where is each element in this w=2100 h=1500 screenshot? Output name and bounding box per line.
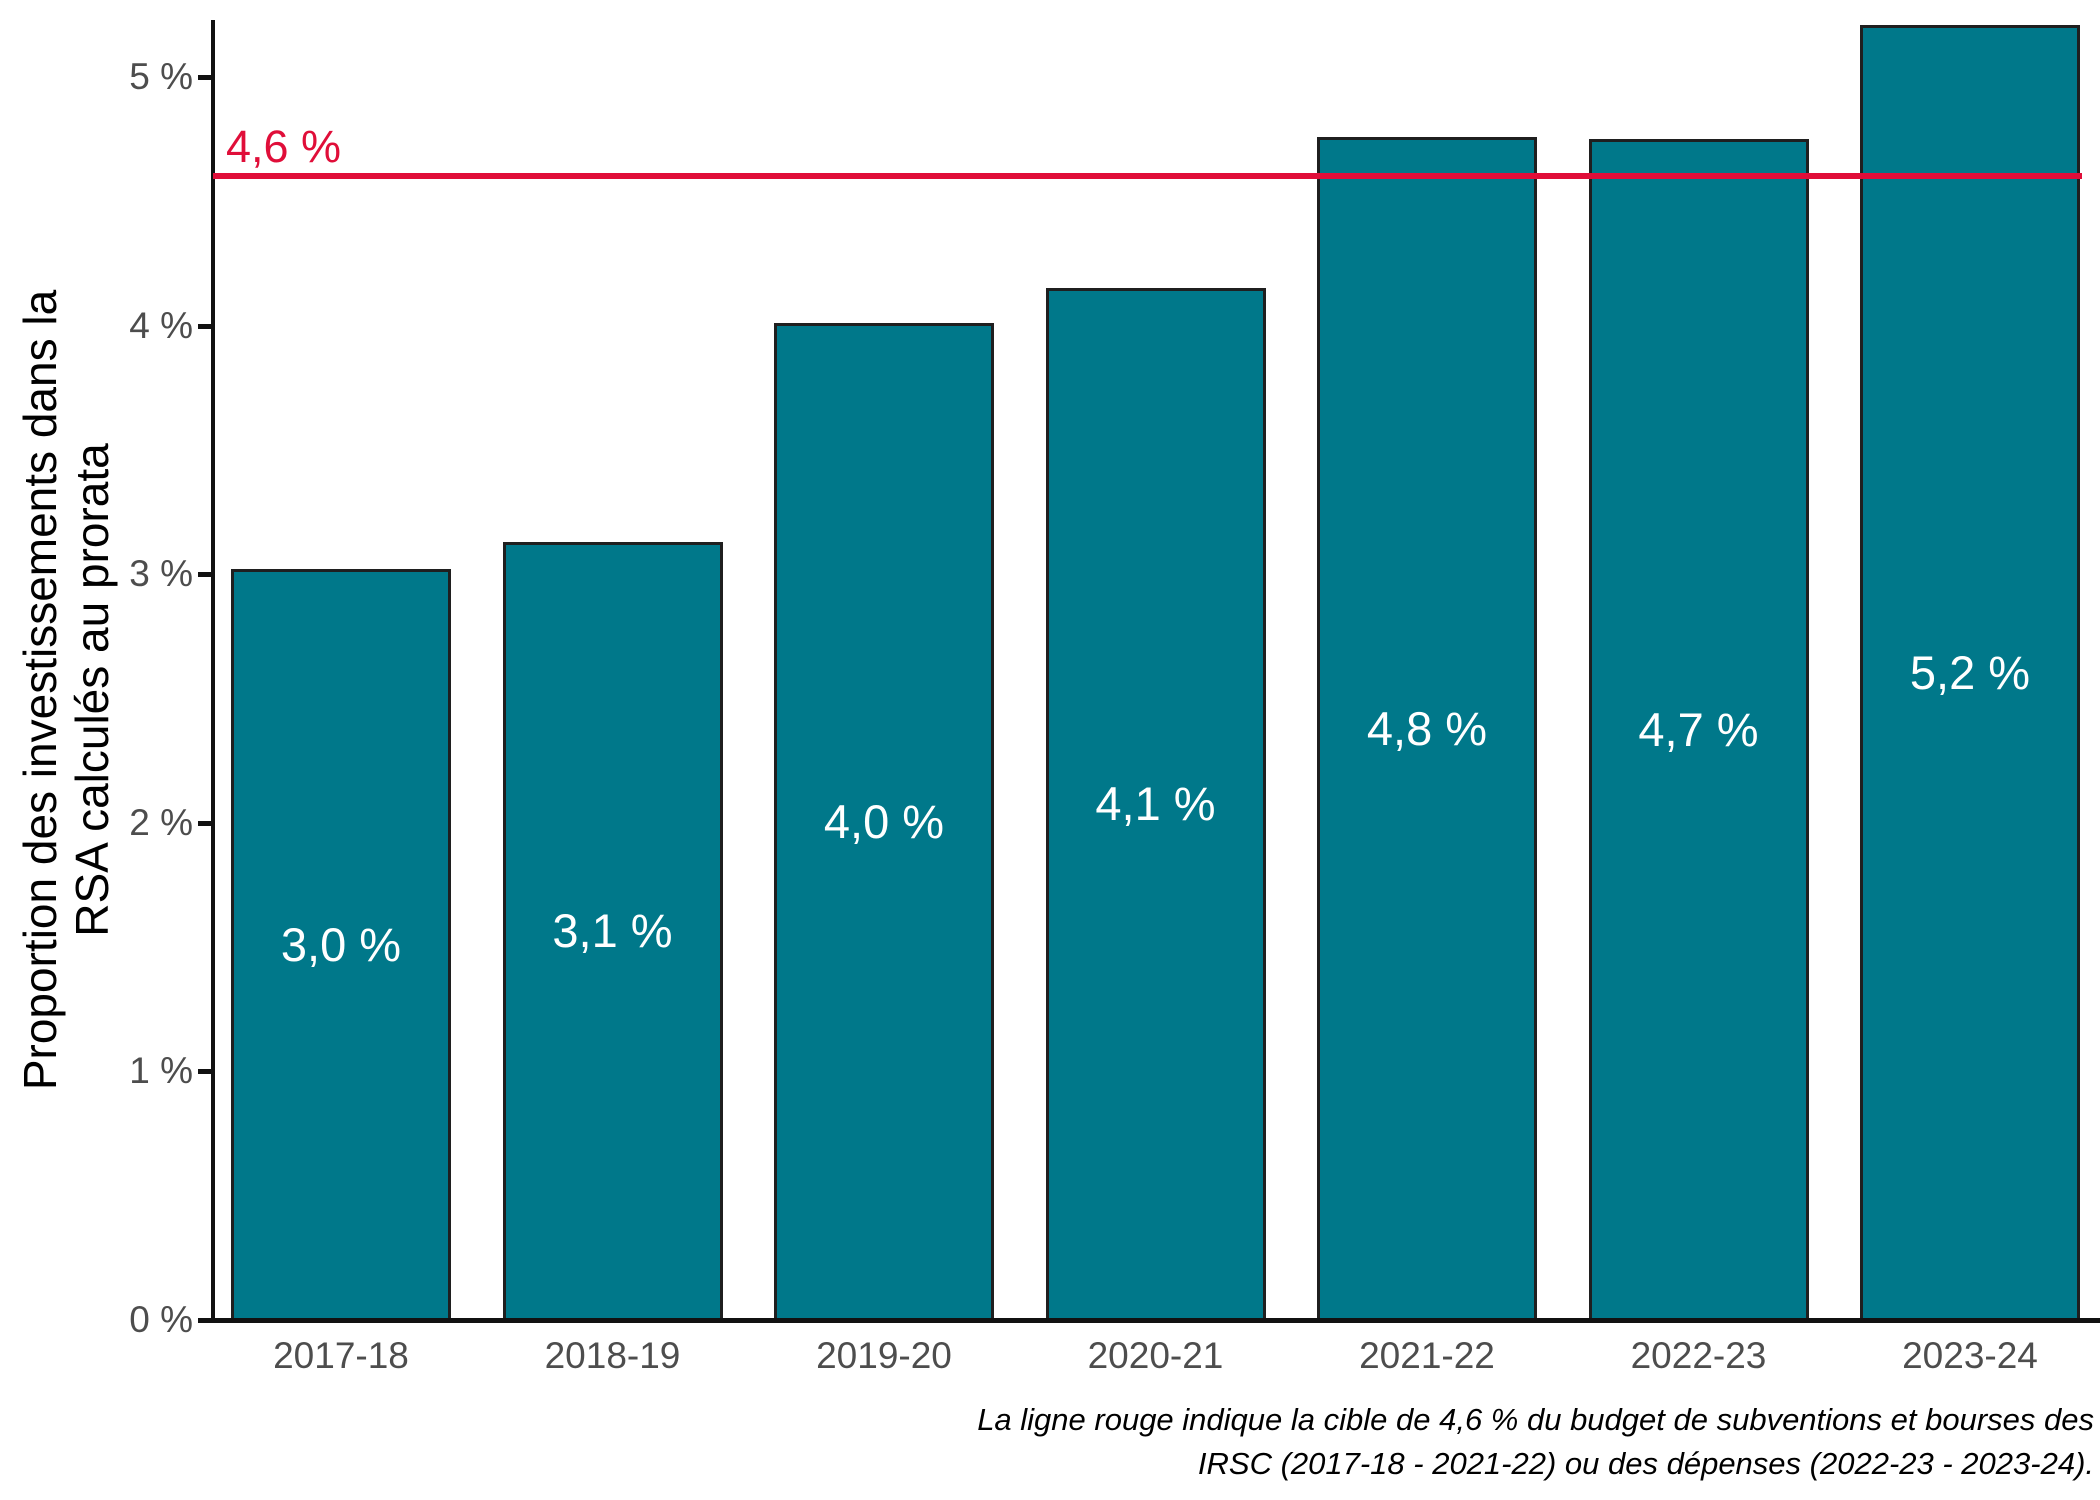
x-axis-label-2019-20: 2019-20 <box>816 1335 952 1376</box>
x-axis-label-2020-21: 2020-21 <box>1087 1335 1224 1376</box>
bar-value-label: 4,8 % <box>1366 701 1488 755</box>
y-axis-tick <box>198 75 214 80</box>
bar-2018-19 <box>502 542 723 1320</box>
y-axis-tick <box>198 1069 214 1075</box>
bar-2023-24 <box>1860 25 2080 1320</box>
y-axis-tick-label: 5 % <box>129 56 193 97</box>
bar-2017-18 <box>231 569 451 1320</box>
bar-value-label: 3,1 % <box>552 904 673 957</box>
y-axis-tick <box>198 820 214 826</box>
y-axis-tick-label: 4 % <box>129 304 193 346</box>
chart-caption: La ligne rouge indique la cible de 4,6 %… <box>694 1398 2094 1486</box>
x-axis-label-2017-18: 2017-18 <box>273 1335 409 1376</box>
x-axis-line <box>211 1318 2100 1323</box>
bar-value-label: 4,7 % <box>1638 702 1759 756</box>
y-axis-title: Proportion des investissements dans la R… <box>14 40 118 1340</box>
y-axis-line <box>211 20 215 1322</box>
bar-value-label: 4,1 % <box>1095 777 1216 830</box>
target-reference-label: 4,6 % <box>226 121 342 173</box>
y-axis-tick <box>198 1318 214 1323</box>
bar-value-label: 3,0 % <box>280 917 402 971</box>
caption-line2: IRSC (2017-18 - 2021-22) ou des dépenses… <box>1197 1446 2094 1481</box>
y-axis-tick-label: 0 % <box>129 1299 193 1340</box>
y-axis-tick-label: 1 % <box>129 1050 193 1092</box>
bar-2019-20 <box>774 323 994 1320</box>
y-axis-tick <box>198 572 214 578</box>
bar-value-label: 4,0 % <box>823 794 945 848</box>
bar-value-label: 5,2 % <box>1909 645 2031 699</box>
y-axis-tick-label: 3 % <box>129 553 193 595</box>
x-axis-label-2022-23: 2022-23 <box>1630 1335 1767 1376</box>
x-axis-label-2018-19: 2018-19 <box>544 1335 681 1376</box>
y-axis-tick <box>198 323 214 329</box>
bar-2020-21 <box>1045 288 1266 1320</box>
x-axis-label-2021-22: 2021-22 <box>1359 1335 1495 1376</box>
bar-2021-22 <box>1317 137 1537 1320</box>
caption-line1: La ligne rouge indique la cible de 4,6 %… <box>977 1402 2094 1437</box>
y-axis-title-line2: RSA calculés au prorata <box>66 443 118 937</box>
y-axis-title-line1: Proportion des investissements dans la <box>14 289 66 1091</box>
bar-2022-23 <box>1588 139 1809 1320</box>
y-axis-tick-label: 2 % <box>129 801 193 843</box>
x-axis-label-2023-24: 2023-24 <box>1902 1335 2038 1376</box>
target-reference-line <box>213 173 2082 180</box>
